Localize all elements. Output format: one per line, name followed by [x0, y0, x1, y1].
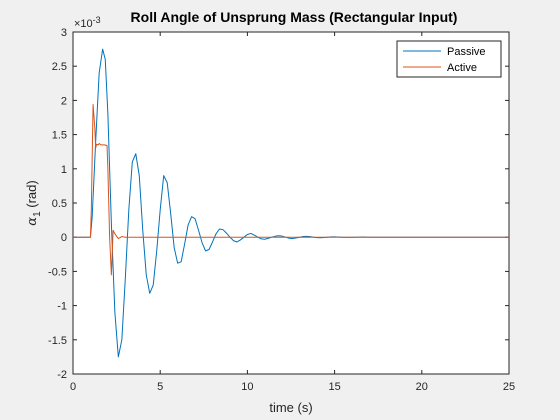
y-axis-unit: (rad) [24, 180, 39, 211]
x-tick-label: 25 [503, 381, 515, 393]
x-tick-label: 20 [416, 381, 428, 393]
y-tick-label: 2.5 [52, 61, 67, 73]
y-axis-symbol: α [25, 217, 40, 226]
x-tick-label: 15 [328, 381, 340, 393]
x-tick-label: 10 [241, 381, 253, 393]
y-tick-label: 0 [61, 232, 67, 244]
legend-label-active: Active [447, 62, 477, 74]
legend: Passive Active [396, 40, 502, 78]
chart-title: Roll Angle of Unsprung Mass (Rectangular… [131, 9, 458, 25]
y-tick-label: -2 [57, 369, 67, 381]
y-tick-label: 0.5 [52, 198, 67, 210]
y-tick-label: -1 [57, 301, 67, 313]
x-tick-label: 0 [70, 381, 76, 393]
series-layer [73, 48, 509, 358]
plot-area [72, 31, 510, 375]
y-exponent-power: -3 [93, 15, 101, 25]
series-line-active [73, 104, 509, 276]
legend-label-passive: Passive [447, 46, 486, 58]
y-tick-label: 2 [61, 95, 67, 107]
ticks-layer: 0 5 10 15 20 25 -2 -1.5 -1 -0.5 0 0.5 1 1.5 2 2.5 3 [48, 27, 515, 393]
y-tick-label: -0.5 [48, 266, 67, 278]
x-tick-label: 5 [157, 381, 163, 393]
y-axis-subscript: 1 [32, 211, 43, 217]
y-tick-label: 3 [61, 27, 67, 39]
y-exponent-label: ×10-3 [74, 15, 101, 30]
x-axis-label: time (s) [269, 400, 312, 415]
y-exponent-base: ×10 [74, 18, 93, 30]
y-tick-label: 1.5 [52, 130, 67, 142]
y-tick-label: -1.5 [48, 335, 67, 347]
y-axis-label: α1 (rad) [24, 180, 43, 225]
legend-box [396, 40, 502, 78]
y-tick-label: 1 [61, 164, 67, 176]
